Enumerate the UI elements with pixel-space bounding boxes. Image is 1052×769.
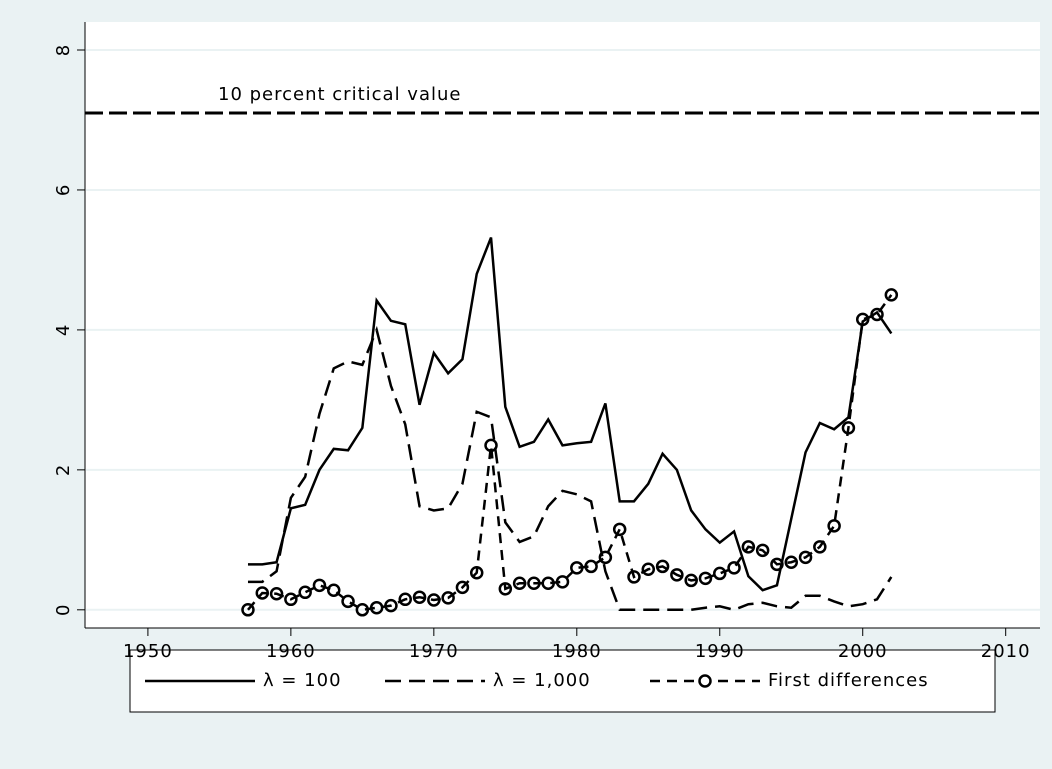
point-marker: [455, 580, 470, 595]
legend-label: λ = 100: [263, 670, 342, 691]
x-tick-label: 1960: [266, 641, 316, 662]
point-marker: [484, 438, 498, 453]
x-tick-label: 1980: [552, 641, 602, 662]
point-marker: [369, 600, 384, 615]
point-marker: [298, 585, 312, 600]
point-marker: [498, 582, 513, 596]
point-marker: [855, 312, 870, 327]
point-marker: [541, 576, 555, 590]
series-line: [247, 294, 893, 612]
point-marker: [269, 586, 284, 601]
point-marker: [570, 561, 584, 575]
point-marker: [241, 603, 255, 617]
point-marker: [727, 561, 741, 575]
point-marker: [627, 570, 641, 584]
point-marker: [612, 522, 627, 537]
point-marker: [798, 550, 813, 565]
legend: [129, 649, 996, 713]
point-marker: [698, 571, 713, 586]
point-marker: [512, 576, 527, 590]
point-marker: [469, 565, 484, 580]
point-marker: [441, 591, 455, 605]
point-marker: [255, 586, 270, 600]
point-marker: [884, 288, 899, 302]
point-marker: [813, 540, 827, 554]
x-tick-label: 2010: [981, 641, 1031, 662]
point-marker: [713, 566, 727, 581]
point-marker: [412, 590, 427, 604]
x-tick-label: 1990: [695, 641, 745, 662]
point-marker: [555, 575, 570, 589]
point-marker: [341, 594, 355, 609]
point-marker: [870, 307, 884, 322]
y-tick-label: 4: [53, 324, 74, 336]
point-marker: [741, 540, 756, 554]
point-marker: [655, 559, 670, 574]
y-tick-label: 6: [53, 184, 74, 196]
point-marker: [598, 550, 613, 565]
point-marker: [641, 562, 656, 576]
x-tick-label: 2000: [838, 641, 888, 662]
point-marker: [284, 592, 298, 607]
point-marker: [770, 557, 784, 572]
point-marker: [784, 555, 798, 569]
series-line: [247, 237, 893, 592]
legend-marker: [698, 674, 712, 688]
reference-label: 10 percent critical value: [218, 84, 461, 105]
point-marker: [427, 593, 441, 607]
x-tick-label: 1970: [409, 641, 459, 662]
point-marker: [841, 421, 856, 435]
point-marker: [327, 583, 341, 597]
point-marker: [827, 519, 841, 533]
y-tick-label: 8: [53, 44, 74, 56]
point-marker: [755, 543, 770, 558]
point-marker: [312, 578, 327, 593]
point-marker: [398, 592, 412, 607]
legend-label: λ = 1,000: [493, 670, 591, 691]
point-marker: [355, 603, 370, 617]
x-tick-label: 1950: [123, 641, 173, 662]
point-marker: [670, 568, 684, 582]
y-tick-label: 0: [53, 604, 74, 616]
point-marker: [584, 559, 598, 574]
point-marker: [684, 573, 698, 588]
y-tick-label: 2: [53, 464, 74, 476]
series-line: [247, 325, 893, 612]
point-marker: [384, 598, 398, 613]
point-marker: [527, 576, 541, 590]
plot-area: [85, 22, 1040, 628]
legend-label: First differences: [768, 670, 929, 691]
